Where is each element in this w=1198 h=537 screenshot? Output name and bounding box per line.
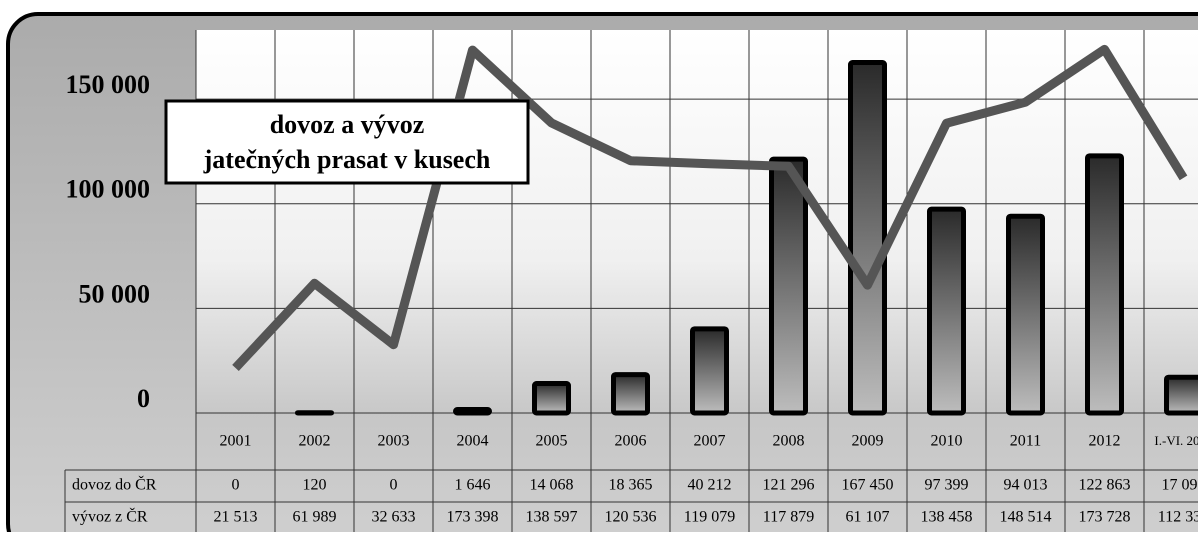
row-label: vývoz z ČR	[72, 507, 148, 526]
y-tick-label: 100 000	[66, 175, 151, 204]
bar	[693, 329, 727, 413]
table-cell: 120	[303, 477, 327, 494]
row-label: dovoz do ČR	[72, 475, 157, 494]
x-tick-label: 2007	[694, 433, 726, 450]
y-tick-label: 150 000	[66, 70, 151, 99]
x-tick-label: I.-VI. 2013	[1154, 433, 1198, 448]
table-cell: 138 458	[921, 509, 973, 526]
x-tick-label: 2005	[536, 433, 568, 450]
x-tick-label: 2008	[773, 433, 805, 450]
y-tick-label: 0	[137, 384, 150, 413]
bar	[1009, 216, 1043, 413]
x-tick-label: 2011	[1010, 433, 1041, 450]
table-cell: 61 107	[846, 509, 890, 526]
table-cell: 173 398	[447, 509, 499, 526]
x-tick-label: 2003	[378, 433, 410, 450]
x-tick-label: 2004	[457, 433, 489, 450]
bar	[772, 159, 806, 413]
x-tick-label: 2001	[220, 433, 252, 450]
table-cell: 0	[390, 477, 398, 494]
table-cell: 61 989	[293, 509, 337, 526]
x-tick-label: 2010	[931, 433, 963, 450]
table-cell: 94 013	[1004, 477, 1048, 494]
x-tick-label: 2012	[1089, 433, 1121, 450]
bar	[930, 209, 964, 413]
table-cell: 173 728	[1079, 509, 1131, 526]
table-cell: 167 450	[842, 477, 894, 494]
table-cell: 17 090	[1162, 477, 1198, 494]
bar	[456, 410, 490, 413]
table-cell: 14 068	[530, 477, 574, 494]
table-cell: 120 536	[605, 509, 657, 526]
bar	[1088, 156, 1122, 413]
table-cell: 122 863	[1079, 477, 1131, 494]
bar	[851, 63, 885, 413]
table-cell: 97 399	[925, 477, 969, 494]
bar	[1167, 377, 1198, 413]
table-cell: 148 514	[1000, 509, 1052, 526]
table-cell: 32 633	[372, 509, 416, 526]
table-cell: 40 212	[688, 477, 732, 494]
x-tick-label: 2002	[299, 433, 331, 450]
table-cell: 18 365	[609, 477, 653, 494]
table-cell: 138 597	[526, 509, 578, 526]
bar	[535, 384, 569, 413]
y-tick-label: 50 000	[79, 279, 151, 308]
bar	[614, 375, 648, 413]
table-cell: 0	[232, 477, 240, 494]
table-cell: 121 296	[763, 477, 815, 494]
table-cell: 1 646	[455, 477, 491, 494]
table-cell: 117 879	[763, 509, 814, 526]
table-cell: 21 513	[214, 509, 258, 526]
x-tick-label: 2006	[615, 433, 647, 450]
x-tick-label: 2009	[852, 433, 884, 450]
chart-title: dovoz a vývoz	[270, 110, 425, 139]
table-cell: 112 333	[1158, 509, 1198, 526]
chart-title: jatečných prasat v kusech	[203, 145, 491, 174]
table-cell: 119 079	[684, 509, 735, 526]
